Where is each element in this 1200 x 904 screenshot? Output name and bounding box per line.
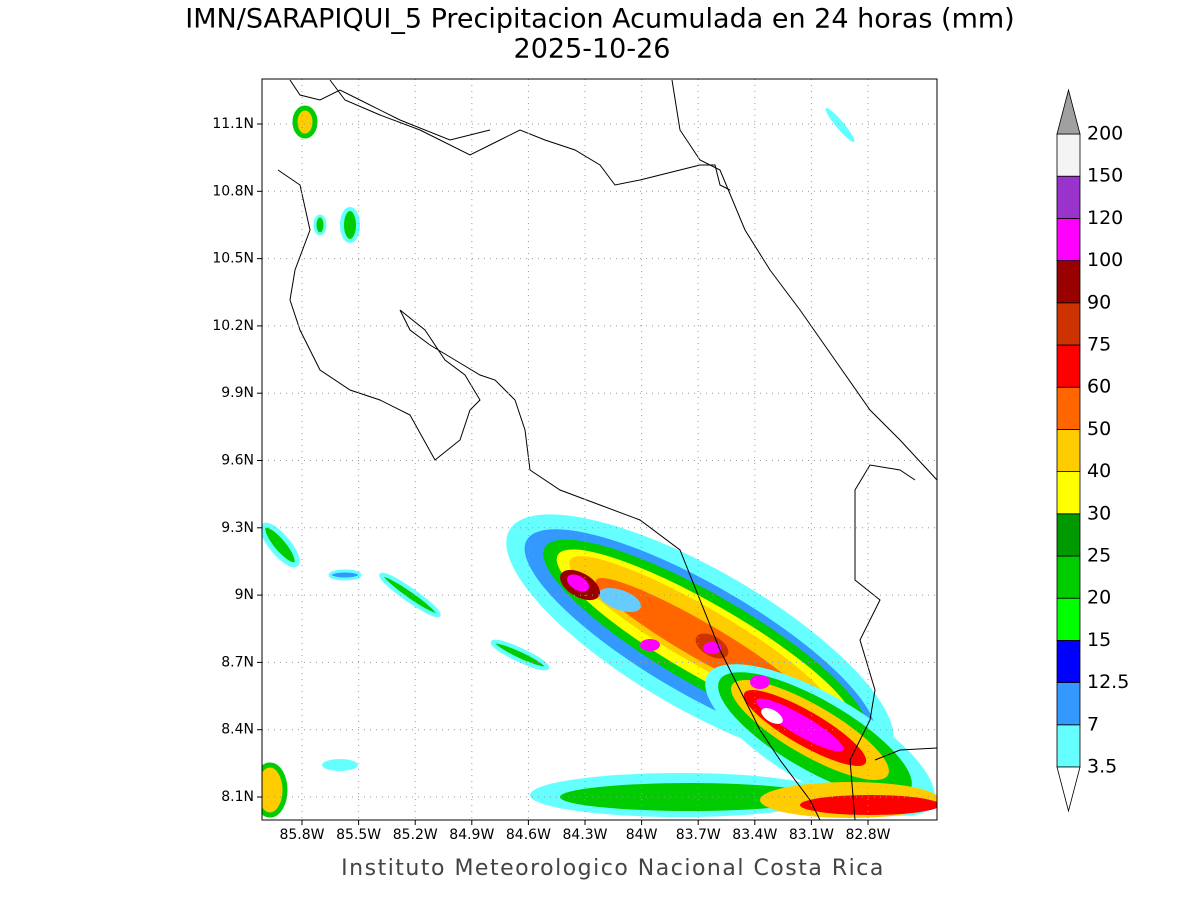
lat-tick-label: 9N [235,587,254,603]
lon-tick-label: 83.4W [732,827,777,843]
colorbar: 3.5 7 12.5 15 20 25 30 40 50 60 75 90 100 120 150 200 [1056,88,1129,813]
rain-band [506,514,937,818]
colorbar-label: 3.5 [1087,756,1117,778]
colorbar-box [1056,513,1081,557]
colorbar-box [1056,133,1081,177]
colorbar-label: 150 [1087,165,1123,187]
colorbar-box [1056,217,1081,261]
lon-tick-label: 84.9W [449,827,494,843]
lat-tick-label: 8.4N [221,722,254,738]
colorbar-label: 15 [1087,629,1111,651]
colorbar-label: 90 [1087,291,1111,313]
lat-tick-label: 9.6N [221,453,254,469]
colorbar-over [1056,88,1081,135]
colorbar-label: 25 [1087,545,1111,567]
lat-tick-label: 11.1N [212,116,254,132]
lon-tick-label: 84.6W [506,827,551,843]
lon-tick-label: 85.5W [336,827,381,843]
colorbar-label: 100 [1087,249,1123,271]
lat-tick-label: 9.3N [221,520,254,536]
colorbar-box [1056,682,1081,726]
lon-tick-label: 84W [626,827,658,843]
title: IMN/SARAPIQUI_5 Precipitacion Acumulada … [185,4,1014,35]
colorbar-label: 12.5 [1087,671,1129,693]
rain-streaks [262,105,855,818]
colorbar-label: 30 [1087,502,1111,524]
colorbar-box [1056,597,1081,641]
colorbar-label: 40 [1087,460,1111,482]
lat-tick-label: 10.5N [212,251,254,267]
lon-tick-label: 85.8W [279,827,324,843]
colorbar-label: 75 [1087,334,1111,356]
colorbar-under [1056,766,1081,813]
colorbar-box [1056,302,1081,346]
colorbar-box [1056,175,1081,219]
subtitle: 2025-10-26 [514,34,671,65]
colorbar-label: 7 [1087,713,1099,735]
colorbar-label: 20 [1087,587,1111,609]
footer: Instituto Meteorologico Nacional Costa R… [341,856,885,881]
colorbar-box [1056,260,1081,304]
lat-tick-label: 9.9N [221,385,254,401]
colorbar-label: 50 [1087,418,1111,440]
graticule: 11.1N 10.8N 10.5N 10.2N 9.9N 9.6N 9.3N 9N 8.7N 8.… [212,79,937,843]
coastlines [277,79,938,821]
colorbar-box [1056,428,1081,472]
colorbar-box [1056,471,1081,515]
lon-tick-label: 82.8W [845,827,890,843]
colorbar-box [1056,724,1081,768]
lon-tick-label: 83.1W [789,827,834,843]
colorbar-box [1056,386,1081,430]
lat-tick-label: 8.7N [221,654,254,670]
colorbar-box [1056,640,1081,684]
colorbar-box [1056,344,1081,388]
lon-tick-label: 85.2W [393,827,438,843]
precipitation-field [262,105,937,818]
map-frame [261,78,938,821]
colorbar-label: 60 [1087,376,1111,398]
lat-tick-label: 10.8N [212,183,254,199]
colorbar-box [1056,555,1081,599]
lat-tick-label: 10.2N [212,318,254,334]
colorbar-label: 120 [1087,207,1123,229]
lat-tick-label: 8.1N [221,789,254,805]
lon-tick-label: 83.7W [676,827,721,843]
lon-tick-label: 84.3W [562,827,607,843]
colorbar-label: 200 [1087,123,1123,145]
